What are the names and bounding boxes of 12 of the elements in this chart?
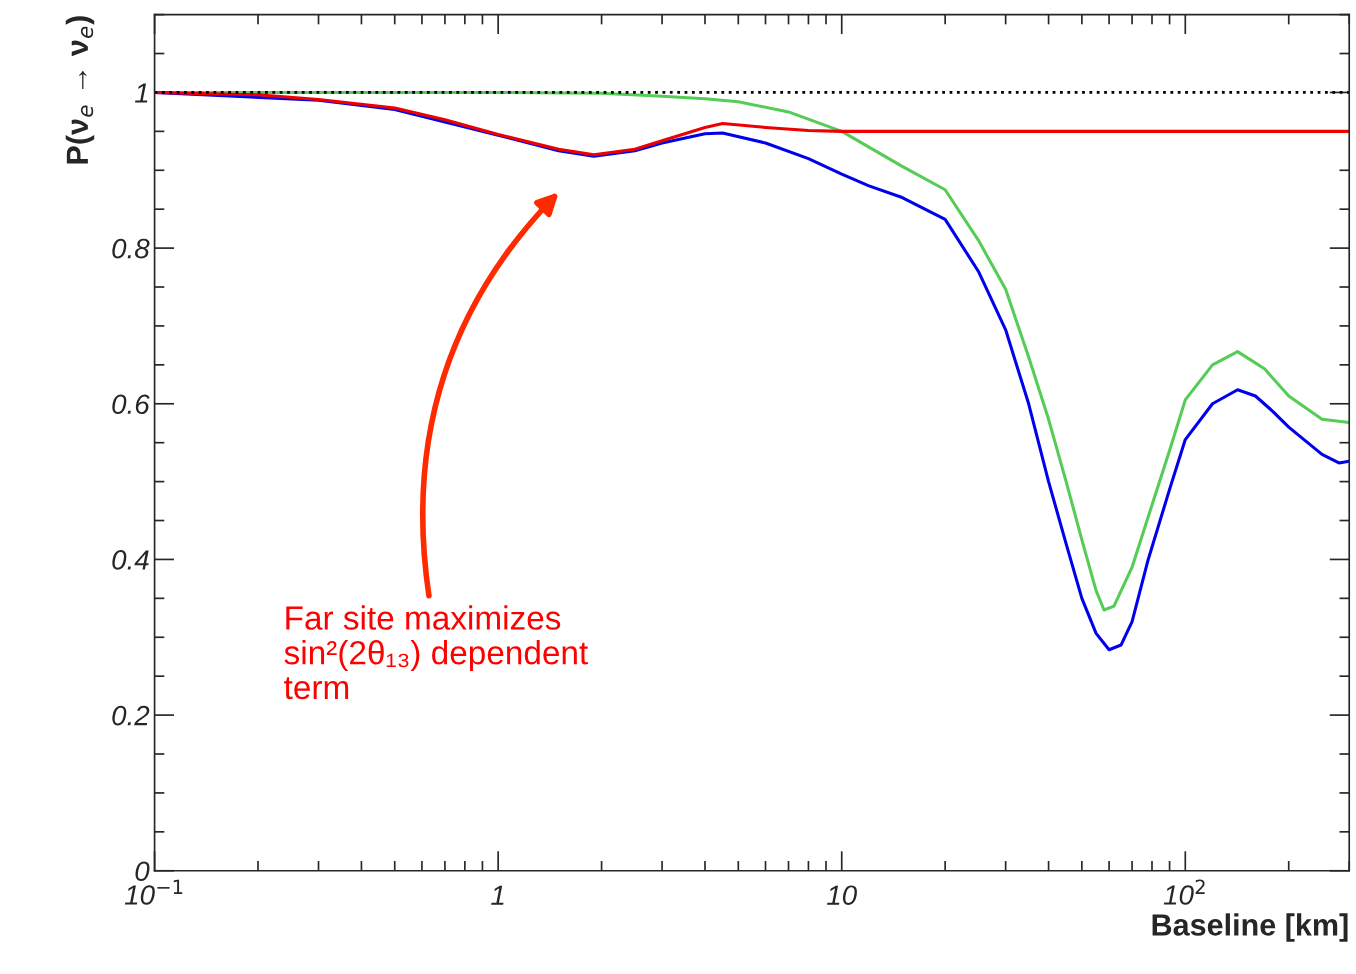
x-axis-title: Baseline [km] xyxy=(1152,913,1348,942)
annotation: Far site maximizes sin²(2θ₁₃) dependent term xyxy=(284,605,588,700)
y-tick-label: 1 xyxy=(135,83,148,103)
y-tick-label: 0.8 xyxy=(112,238,150,259)
x-tick-label: 10$^{2}$ xyxy=(1163,879,1205,905)
x-tick-label: 10 xyxy=(827,885,857,906)
y-tick-label: 0.4 xyxy=(112,550,149,570)
y-tick-label: 0.6 xyxy=(112,394,150,415)
x-tick-label: 1 xyxy=(491,885,504,905)
y-tick-label: 0.2 xyxy=(112,705,150,726)
y-tick-label: 0 xyxy=(135,861,150,882)
y-axis-title: P(ν$_{e}$ → ν$_{e}$) xyxy=(65,16,95,164)
